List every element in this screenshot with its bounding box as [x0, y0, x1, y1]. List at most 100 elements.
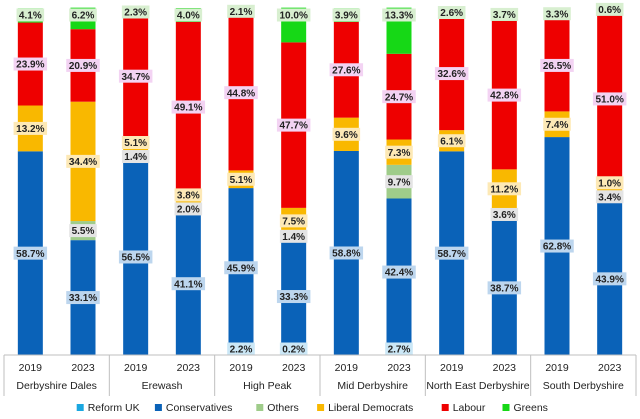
data-label-bg [592, 92, 627, 106]
data-label-bg [540, 239, 574, 253]
data-label-mid-derbyshire-2023-labour: 24.7% [382, 90, 416, 103]
data-label-text: 13.2% [16, 124, 44, 135]
data-label-mid-derbyshire-2023-reform-uk: 2.7% [385, 342, 413, 356]
data-label-bg [487, 182, 522, 196]
data-label-text: 3.7% [493, 10, 516, 21]
data-label-north-east-derbyshire-2019-greens: 2.6% [437, 6, 466, 19]
data-label-text: 34.7% [121, 72, 149, 83]
data-label-bg [382, 8, 416, 22]
data-label-bg [279, 342, 308, 356]
data-label-bg [66, 58, 100, 72]
data-label-text: 2.3% [124, 8, 147, 19]
data-label-mid-derbyshire-2023-greens: 13.3% [382, 8, 416, 22]
data-label-bg [16, 8, 45, 22]
data-label-text: 41.1% [174, 279, 202, 290]
data-label-bg [595, 190, 624, 204]
data-label-bg [13, 57, 48, 71]
legend-swatch [154, 404, 162, 411]
data-label-bg [227, 342, 255, 356]
data-label-north-east-derbyshire-2019-liberal-democrats: 6.1% [437, 134, 466, 148]
data-label-text: 23.9% [16, 60, 44, 71]
data-label-north-east-derbyshire-2023-others: 3.6% [490, 207, 519, 221]
data-label-text: 9.7% [388, 177, 411, 188]
x-tick-group-south-derbyshire: South Derbyshire [543, 380, 624, 392]
data-label-bg [69, 8, 97, 22]
x-tick-year-south-derbyshire-2023: 2023 [598, 362, 622, 374]
data-label-text: 62.8% [543, 242, 571, 253]
data-label-bg [174, 202, 203, 216]
data-label-high-peak-2023-greens: 10.0% [276, 8, 311, 22]
legend-label: Others [267, 402, 299, 414]
data-label-text: 32.6% [437, 69, 465, 80]
data-label-bg [595, 2, 624, 16]
legend-swatch [502, 404, 510, 411]
data-label-text: 2.6% [440, 8, 463, 19]
data-label-erewash-2019-greens: 2.3% [121, 5, 150, 19]
data-label-south-derbyshire-2019-liberal-democrats: 7.4% [543, 117, 571, 131]
data-label-erewash-2023-others: 2.0% [174, 202, 203, 216]
data-label-bg [13, 121, 48, 135]
legend-item-greens: Greens [502, 402, 548, 414]
data-label-bg [118, 69, 153, 83]
data-label-text: 9.6% [335, 130, 358, 141]
data-label-erewash-2019-liberal-democrats: 5.1% [121, 136, 150, 149]
x-tick-year-mid-derbyshire-2019: 2019 [335, 362, 359, 374]
data-label-bg [385, 342, 413, 356]
data-label-bg [382, 265, 416, 279]
bars-layer [17, 7, 623, 355]
data-label-text: 3.6% [493, 210, 516, 221]
data-label-bg [434, 246, 469, 260]
x-tick-year-erewash-2019: 2019 [124, 362, 148, 374]
data-label-text: 5.5% [72, 226, 95, 237]
data-label-text: 5.1% [230, 175, 253, 186]
data-label-text: 0.6% [598, 5, 621, 16]
x-tick-year-north-east-derbyshire-2019: 2019 [440, 362, 464, 374]
data-label-bg [490, 207, 519, 221]
data-label-north-east-derbyshire-2019-conservatives: 58.7% [434, 246, 469, 260]
data-label-bg [224, 86, 258, 100]
legend-item-conservatives: Conservatives [154, 402, 232, 414]
data-label-bg [174, 188, 203, 202]
x-tick-year-high-peak-2023: 2023 [282, 362, 306, 374]
x-tick-group-derbyshire-dales: Derbyshire Dales [16, 380, 97, 392]
data-label-text: 26.5% [543, 61, 571, 72]
data-label-high-peak-2019-reform-uk: 2.2% [227, 342, 255, 356]
data-label-bg [276, 118, 311, 132]
data-label-text: 45.9% [227, 263, 255, 274]
data-label-bg [276, 290, 311, 304]
data-label-erewash-2019-conservatives: 56.5% [118, 250, 153, 264]
data-label-bg [279, 214, 308, 228]
data-label-north-east-derbyshire-2023-conservatives: 38.7% [487, 281, 522, 294]
data-label-high-peak-2023-reform-uk: 0.2% [279, 342, 308, 356]
data-label-mid-derbyshire-2019-greens: 3.9% [332, 8, 361, 22]
data-label-text: 58.8% [332, 249, 360, 260]
data-label-derbyshire-dales-2023-liberal-democrats: 34.4% [66, 154, 100, 168]
data-label-bg [332, 127, 361, 141]
data-label-high-peak-2019-liberal-democrats: 5.1% [227, 172, 255, 186]
data-label-text: 2.1% [230, 7, 253, 18]
data-label-bg [329, 63, 364, 77]
data-label-text: 3.8% [177, 191, 200, 202]
legend: Reform UK Conservatives Others Liberal Demo… [76, 402, 548, 414]
data-label-text: 1.0% [598, 178, 621, 189]
data-label-south-derbyshire-2023-liberal-democrats: 1.0% [595, 176, 624, 189]
data-label-bg [69, 224, 97, 238]
data-label-text: 11.2% [490, 184, 518, 195]
data-label-south-derbyshire-2019-greens: 3.3% [543, 7, 571, 20]
data-label-bg [437, 134, 466, 148]
data-label-bg [121, 5, 150, 19]
data-label-erewash-2019-labour: 34.7% [118, 69, 153, 83]
data-label-text: 44.8% [227, 88, 255, 99]
data-label-text: 42.4% [385, 268, 413, 279]
data-label-north-east-derbyshire-2023-labour: 42.8% [487, 88, 522, 102]
data-label-erewash-2023-labour: 49.1% [171, 100, 206, 114]
data-label-text: 4.0% [177, 11, 200, 22]
data-label-bg [66, 154, 100, 168]
data-label-text: 13.3% [385, 11, 413, 22]
data-label-text: 0.2% [282, 345, 305, 356]
x-tick-year-mid-derbyshire-2023: 2023 [387, 362, 411, 374]
data-label-mid-derbyshire-2023-conservatives: 42.4% [382, 265, 416, 279]
data-label-text: 56.5% [121, 253, 149, 264]
legend-swatch [317, 404, 325, 411]
data-label-text: 7.3% [388, 148, 411, 159]
